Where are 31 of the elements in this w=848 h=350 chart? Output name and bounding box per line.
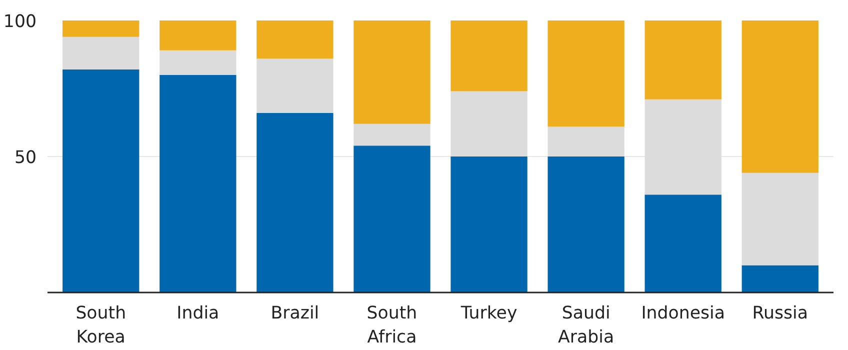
- bar: [256, 58, 334, 113]
- bar: [450, 20, 528, 92]
- bar: [62, 69, 140, 292]
- bar: [354, 20, 430, 124]
- bar: [548, 20, 624, 127]
- x-tick-label: South Korea: [76, 304, 126, 348]
- x-tick-label: Indonesia: [641, 304, 726, 324]
- x-tick-label: Saudi Arabia: [558, 304, 614, 348]
- x-tick-label: South Africa: [366, 304, 418, 348]
- bar: [548, 156, 624, 292]
- bar: [160, 50, 236, 75]
- bar: [354, 146, 430, 292]
- y-tick-label: 50: [14, 148, 37, 168]
- bar: [644, 20, 722, 100]
- bar: [62, 36, 140, 70]
- bar: [160, 20, 236, 50]
- bar: [742, 172, 818, 266]
- bar: [742, 20, 818, 173]
- bar: [160, 74, 236, 292]
- bar: [742, 265, 818, 292]
- bar: [256, 20, 334, 59]
- x-tick-label: Turkey: [460, 304, 518, 324]
- x-tick-label: India: [176, 304, 220, 324]
- bar: [644, 194, 722, 292]
- y-tick-label: 100: [3, 12, 37, 32]
- bar: [256, 112, 334, 292]
- bar: [62, 20, 140, 37]
- x-tick-label: Russia: [752, 304, 808, 324]
- x-tick-label: Brazil: [270, 304, 320, 324]
- bar: [354, 124, 430, 146]
- bar: [450, 156, 528, 292]
